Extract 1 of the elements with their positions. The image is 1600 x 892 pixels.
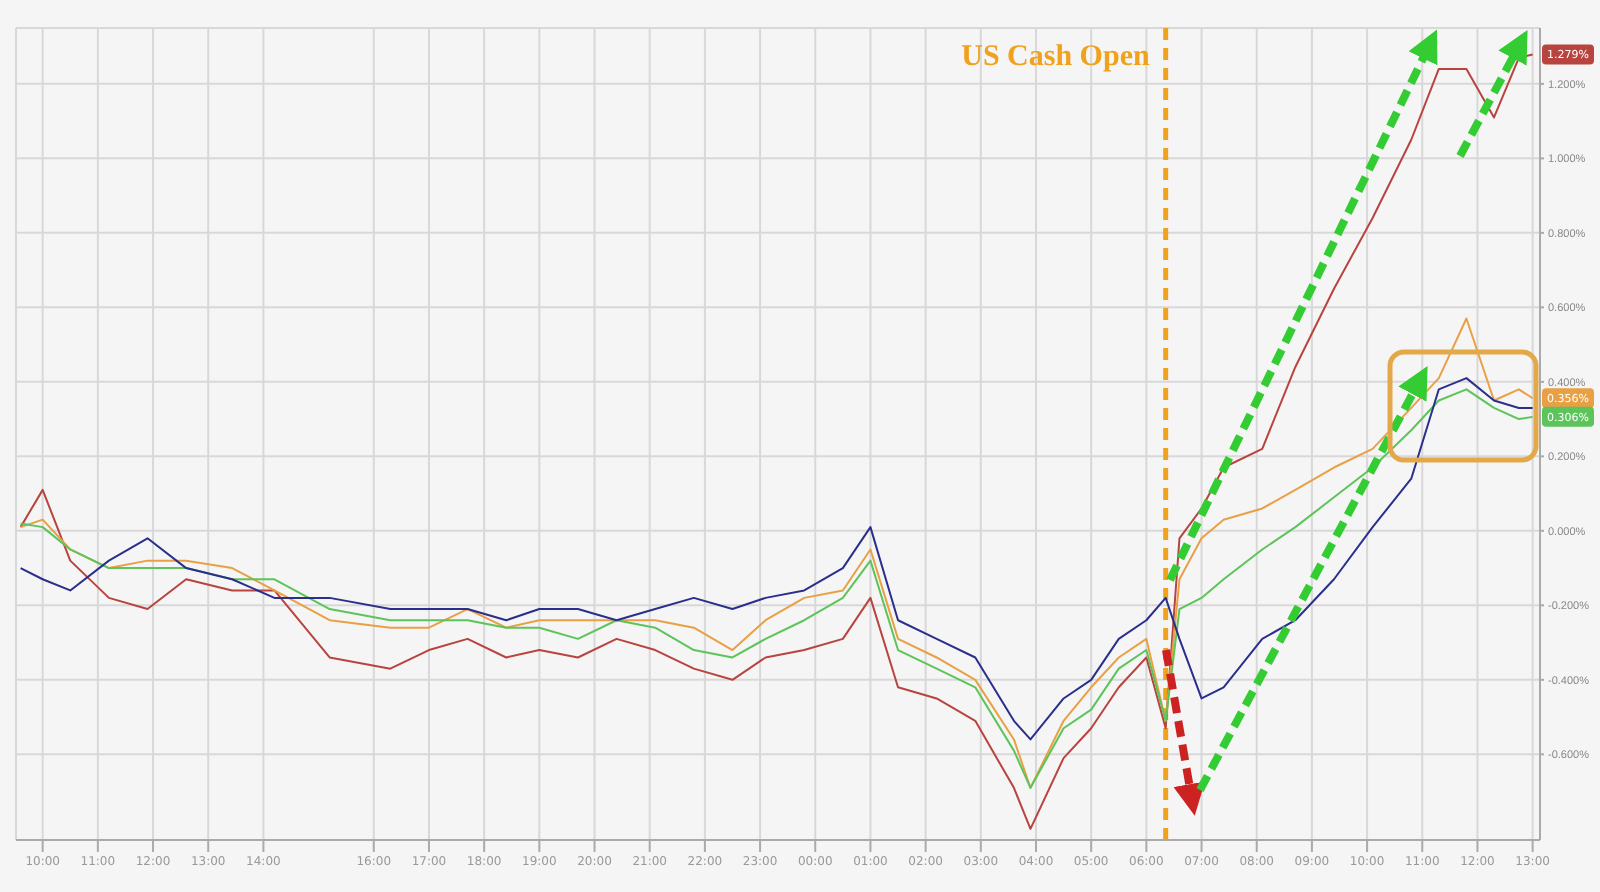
ref-line-label: US Cash Open: [961, 41, 1151, 74]
